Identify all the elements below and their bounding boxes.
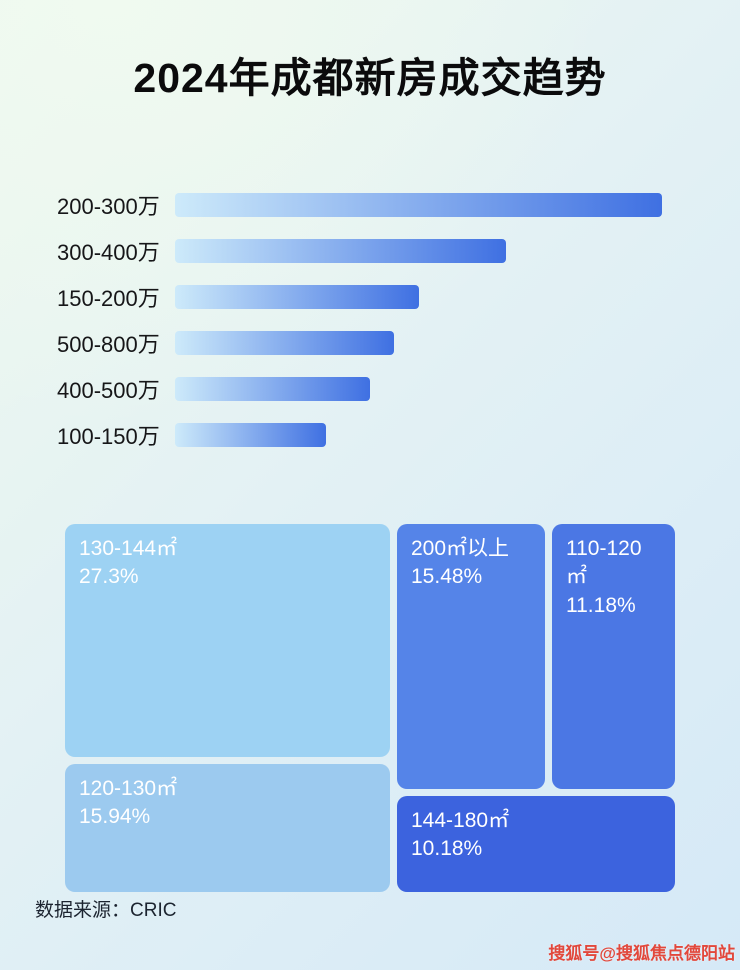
treemap-label: 120-130㎡ (79, 777, 178, 800)
bar-track (175, 239, 662, 263)
treemap-block-144-180: 144-180㎡ 10.18% (397, 796, 675, 892)
bar (175, 377, 370, 401)
bar-category-label: 400-500万 (57, 378, 160, 403)
treemap-label: 110-120㎡ (566, 537, 642, 589)
bar-row: 300-400万 (57, 228, 740, 274)
bar (175, 423, 326, 447)
bar-category-label: 200-300万 (57, 194, 160, 219)
treemap-label: 200㎡以上 (411, 537, 510, 560)
treemap-block-200-plus: 200㎡以上 15.48% (397, 524, 545, 789)
bar-row: 150-200万 (57, 274, 740, 320)
bar-track (175, 193, 662, 217)
bar-row: 200-300万 (57, 182, 740, 228)
treemap-block-110-120: 110-120㎡ 11.18% (552, 524, 675, 789)
bar-category-label: 300-400万 (57, 240, 160, 265)
bar (175, 285, 419, 309)
bar-track (175, 331, 662, 355)
treemap-block-130-144: 130-144㎡ 27.3% (65, 524, 390, 757)
watermark: 搜狐号@搜狐焦点德阳站 (548, 944, 735, 963)
bar (175, 193, 662, 217)
bar-category-label: 100-150万 (57, 424, 160, 449)
data-source: 数据来源：CRIC (35, 900, 177, 921)
bar (175, 331, 395, 355)
bar-track (175, 423, 662, 447)
bar (175, 239, 507, 263)
treemap-block-120-130: 120-130㎡ 15.94% (65, 764, 390, 892)
bar-category-label: 500-800万 (57, 332, 160, 357)
treemap-label: 130-144㎡ (79, 537, 178, 560)
bar-row: 400-500万 (57, 366, 740, 412)
treemap-percent: 15.48% (411, 565, 483, 589)
price-bar-chart: 200-300万 300-400万 150-200万 500-800万 400-… (0, 182, 740, 458)
treemap-percent: 10.18% (411, 837, 483, 861)
treemap-label: 144-180㎡ (411, 809, 510, 832)
bar-row: 100-150万 (57, 412, 740, 458)
bar-category-label: 150-200万 (57, 286, 160, 311)
bar-track (175, 377, 662, 401)
bar-row: 500-800万 (57, 320, 740, 366)
page-title: 2024年成都新房成交趋势 (133, 55, 607, 101)
treemap-percent: 11.18% (566, 593, 636, 617)
treemap-percent: 15.94% (79, 805, 151, 829)
bar-track (175, 285, 662, 309)
treemap-percent: 27.3% (79, 565, 139, 589)
area-treemap: 130-144㎡ 27.3% 200㎡以上 15.48% 110-120㎡ 11… (65, 524, 675, 892)
